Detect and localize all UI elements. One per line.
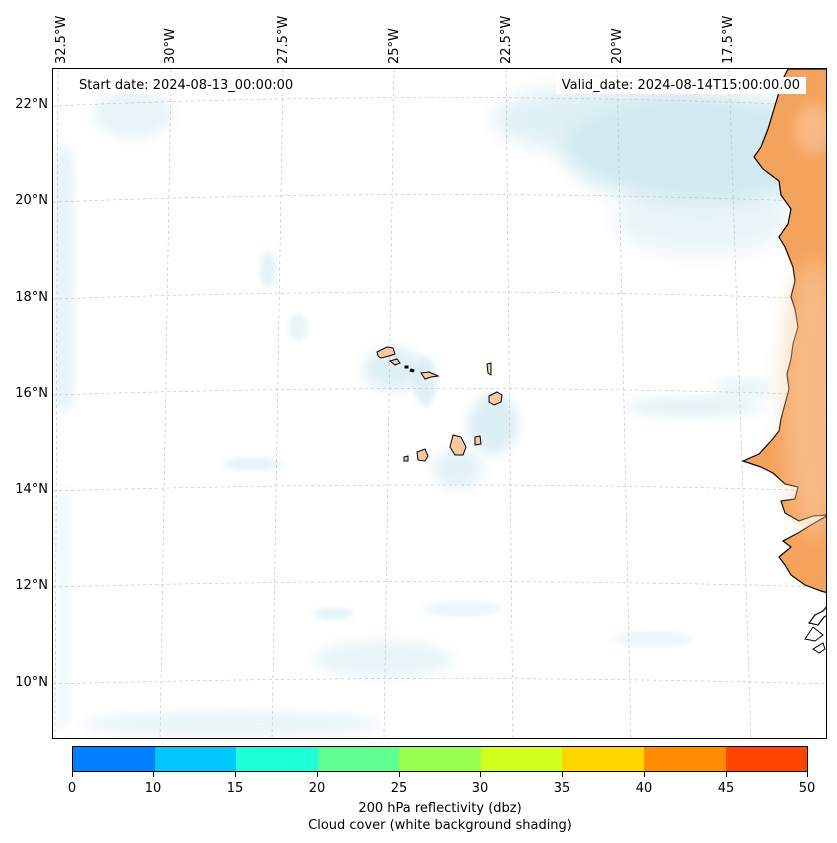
- colorbar-tick: [153, 772, 154, 777]
- longitude-label: 30°W: [163, 28, 178, 64]
- latitude-label: 16°N: [15, 386, 48, 401]
- island: [420, 371, 440, 380]
- colorbar-segment: [236, 747, 318, 771]
- island: [416, 448, 429, 462]
- island: [376, 346, 396, 359]
- cloud-patch: [55, 489, 69, 729]
- cloud-patch: [83, 712, 383, 736]
- cloud-patch: [623, 397, 763, 417]
- colorbar-tick-label: 30: [471, 781, 489, 796]
- gridline: [728, 69, 752, 738]
- colorbar-subtitle: Cloud cover (white background shading): [308, 818, 572, 833]
- colorbar-tick-label: 35: [553, 781, 571, 796]
- gridline: [53, 678, 826, 685]
- colorbar-segment: [317, 747, 400, 771]
- cloud-cover-layer: [55, 84, 826, 736]
- cape-verde-islands: [376, 346, 503, 462]
- island: [409, 368, 415, 373]
- latitude-label: 18°N: [15, 290, 48, 305]
- colorbar-segment: [480, 747, 563, 771]
- colorbar-tick: [72, 772, 73, 777]
- colorbar-tick: [644, 772, 645, 777]
- colorbar-segment: [154, 747, 237, 771]
- cloud-patch: [613, 184, 793, 254]
- colorbar: [72, 746, 808, 772]
- colorbar-segment: [73, 747, 155, 771]
- cloud-patch: [493, 84, 733, 154]
- gridline: [159, 69, 172, 738]
- cloud-patch: [423, 601, 503, 617]
- longitude-label: 17.5°W: [721, 15, 736, 64]
- cloud-patch: [55, 149, 73, 409]
- map-canvas[interactable]: [53, 69, 827, 739]
- latitude-label: 22°N: [15, 97, 48, 112]
- longitude-label: 22.5°W: [499, 15, 514, 64]
- island: [488, 391, 503, 406]
- colorbar-tick: [317, 772, 318, 777]
- cloud-patch: [413, 356, 437, 406]
- cloud-patch: [313, 608, 353, 620]
- latitude-label: 12°N: [15, 578, 48, 593]
- cloud-patch: [313, 641, 453, 677]
- colorbar-tick-label: 20: [308, 781, 326, 796]
- island: [474, 435, 482, 446]
- mainland-south-2: [807, 606, 826, 626]
- latitude-label: 10°N: [15, 675, 48, 690]
- graticule: [53, 69, 826, 738]
- island: [449, 434, 467, 456]
- colorbar-tick: [726, 772, 727, 777]
- colorbar-tick: [480, 772, 481, 777]
- colorbar-tick-label: 45: [717, 781, 735, 796]
- latitude-label: 14°N: [15, 482, 48, 497]
- island: [403, 455, 409, 462]
- start-date-label: Start date: 2024-08-13_00:00:00: [73, 77, 300, 94]
- longitude-label: 25°W: [387, 28, 402, 64]
- colorbar-tick-label: 0: [67, 781, 77, 796]
- colorbar-tick-label: 25: [390, 781, 408, 796]
- colorbar-tick: [235, 772, 236, 777]
- gridline: [616, 69, 632, 738]
- colorbar-segment: [562, 747, 644, 771]
- cloud-patch: [93, 89, 173, 139]
- gridline: [53, 484, 826, 492]
- colorbar-tick-label: 15: [226, 781, 244, 796]
- island: [486, 362, 492, 376]
- gridline: [53, 581, 826, 588]
- gridline: [271, 69, 284, 738]
- cloud-patch: [433, 449, 483, 489]
- land-shading: [783, 259, 826, 539]
- gridline: [505, 69, 514, 738]
- gridline: [53, 388, 826, 396]
- cloud-patch: [613, 631, 693, 647]
- colorbar-segment: [399, 747, 481, 771]
- colorbar-title: 200 hPa reflectivity (dbz): [358, 801, 522, 816]
- colorbar-segment: [725, 747, 808, 771]
- latitude-label: 20°N: [15, 193, 48, 208]
- colorbar-tick: [807, 772, 808, 777]
- colorbar-tick-label: 50: [798, 781, 816, 796]
- island: [388, 358, 401, 366]
- land-shading: [795, 104, 826, 154]
- cloud-patch: [363, 347, 423, 391]
- gridline: [53, 291, 826, 300]
- map-panel[interactable]: Start date: 2024-08-13_00:00:00 Valid_da…: [52, 68, 827, 739]
- colorbar-tick: [562, 772, 563, 777]
- colorbar-tick-label: 10: [144, 781, 162, 796]
- colorbar-tick: [399, 772, 400, 777]
- cloud-patch: [713, 379, 773, 399]
- bissagos-islands: [804, 626, 826, 654]
- longitude-label: 27.5°W: [276, 15, 291, 64]
- gridline: [54, 69, 59, 738]
- longitude-label: 20°W: [610, 28, 625, 64]
- longitude-label: 32.5°W: [54, 15, 69, 64]
- island: [404, 365, 409, 369]
- colorbar-tick-label: 40: [635, 781, 653, 796]
- gridline: [383, 69, 395, 738]
- cloud-patch: [223, 458, 283, 470]
- colorbar-segment: [643, 747, 726, 771]
- cloud-patch: [288, 313, 308, 341]
- valid-date-label: Valid_date: 2024-08-14T15:00:00.00: [555, 77, 806, 94]
- cloud-patch: [260, 251, 276, 287]
